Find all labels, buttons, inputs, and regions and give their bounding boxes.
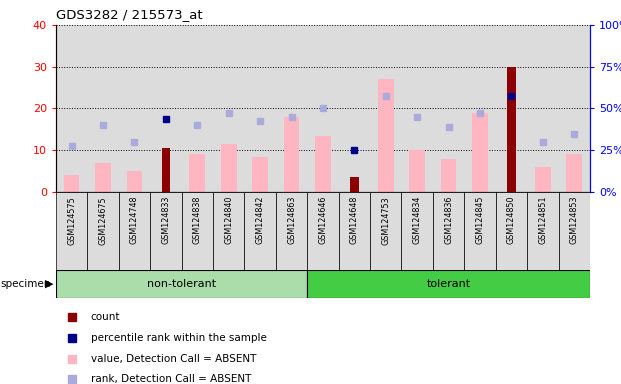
Bar [245,192,276,271]
Text: GSM124646: GSM124646 [319,196,327,244]
Bar [409,150,425,192]
Text: non-tolerant: non-tolerant [147,279,216,289]
Text: rank, Detection Call = ABSENT: rank, Detection Call = ABSENT [91,374,251,384]
Bar [95,163,111,192]
Bar [433,192,465,271]
Text: GSM124853: GSM124853 [569,196,579,245]
Bar [181,192,213,271]
Bar [378,79,394,192]
Bar [401,192,433,271]
Text: GSM124845: GSM124845 [476,196,484,245]
Bar [150,192,181,271]
Text: GSM124575: GSM124575 [67,196,76,245]
Bar [307,192,338,271]
Text: GSM124840: GSM124840 [224,196,233,244]
Bar [315,136,331,192]
Bar [127,171,142,192]
Text: ▶: ▶ [45,279,53,289]
Bar [527,192,558,271]
Text: GSM124748: GSM124748 [130,196,139,245]
Bar [276,192,307,271]
Bar [566,154,582,192]
Text: value, Detection Call = ABSENT: value, Detection Call = ABSENT [91,354,256,364]
Bar [64,175,79,192]
Text: GSM124850: GSM124850 [507,196,516,245]
Text: GSM124834: GSM124834 [413,196,422,244]
Bar [161,148,170,192]
Text: tolerant: tolerant [427,279,471,289]
Text: percentile rank within the sample: percentile rank within the sample [91,333,266,343]
Text: count: count [91,312,120,322]
Bar [221,144,237,192]
Bar [88,192,119,271]
Bar [350,177,359,192]
Text: GSM124753: GSM124753 [381,196,390,245]
Bar [284,117,299,192]
Text: GSM124833: GSM124833 [161,196,170,244]
Bar [535,167,551,192]
Text: GSM124838: GSM124838 [193,196,202,244]
Text: GSM124863: GSM124863 [287,196,296,244]
Bar [507,67,515,192]
Text: GSM124851: GSM124851 [538,196,547,245]
Text: GSM124675: GSM124675 [99,196,107,245]
Bar [213,192,245,271]
Bar [370,192,401,271]
Bar [189,154,205,192]
Bar [56,192,88,271]
Bar [558,192,590,271]
Bar [496,192,527,271]
Text: specimen: specimen [0,279,50,289]
Text: GSM124648: GSM124648 [350,196,359,244]
Bar [441,159,456,192]
Bar [119,192,150,271]
Bar [307,270,590,298]
Text: GSM124836: GSM124836 [444,196,453,244]
Text: GDS3282 / 215573_at: GDS3282 / 215573_at [56,8,202,21]
Bar [252,157,268,192]
Bar [465,192,496,271]
Text: GSM124842: GSM124842 [256,196,265,245]
Bar [472,113,488,192]
Bar [338,192,370,271]
Bar [56,270,307,298]
